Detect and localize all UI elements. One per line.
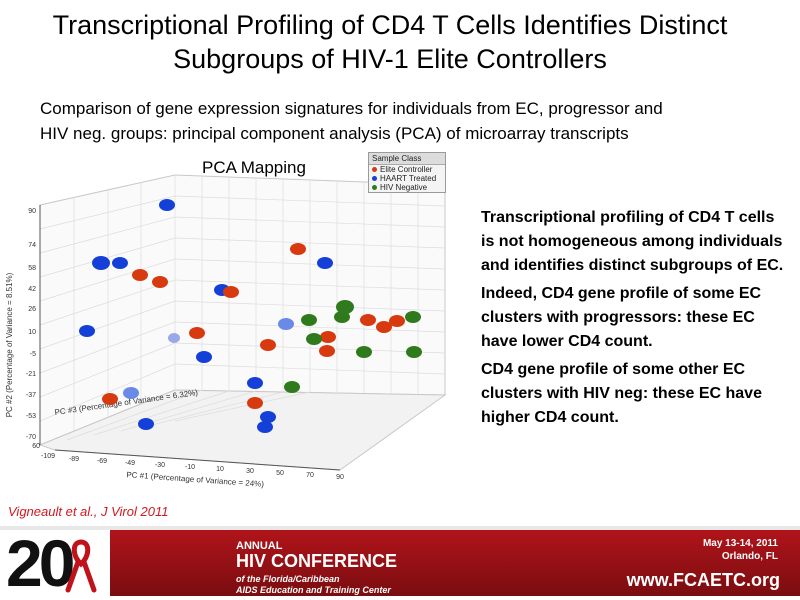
data-points	[79, 199, 422, 433]
point-elite	[247, 397, 263, 409]
point-haart	[159, 199, 175, 211]
subtitle-line-1: Comparison of gene expression signatures…	[40, 99, 663, 118]
banner-superscript: th	[98, 534, 109, 546]
point-elite	[320, 331, 336, 343]
plot-floor	[38, 389, 447, 471]
z-tick: 60	[32, 443, 40, 450]
point-elite	[102, 393, 118, 405]
legend-label: HIV Negative	[380, 183, 428, 192]
red-ribbon-icon	[65, 539, 97, 593]
conference-banner: ANNUAL HIV CONFERENCE of the Florida/Car…	[0, 526, 800, 600]
point-haart	[138, 418, 154, 430]
point-haart	[92, 256, 110, 270]
x-tick: -69	[97, 458, 107, 465]
x-tick: 30	[246, 468, 254, 475]
x-tick: -10	[185, 464, 195, 471]
title-line-1: Transcriptional Profiling of CD4 T Cells…	[52, 10, 728, 40]
y-tick: -70	[26, 434, 36, 441]
banner-conference: HIV CONFERENCE	[236, 551, 398, 571]
x-tick: 70	[306, 472, 314, 479]
banner-divider	[0, 526, 800, 530]
point-haart	[79, 325, 95, 337]
banner-org-line-2: AIDS Education and Training Center	[236, 585, 391, 595]
finding-1: Transcriptional profiling of CD4 T cells…	[481, 209, 784, 274]
subtitle-line-2: HIV neg. groups: principal component ana…	[40, 124, 629, 143]
banner-org-line-1: of the Florida/Caribbean	[236, 574, 340, 584]
point-elite	[389, 315, 405, 327]
legend-item: Elite Controller	[369, 165, 445, 174]
pca-plot: 90 74 58 42 26 10 -5 -21 -37 -53 -70 -10…	[5, 174, 447, 489]
point-neg	[336, 300, 354, 314]
point-haart	[260, 411, 276, 423]
point-neg	[301, 314, 317, 326]
legend-dot-icon	[372, 176, 377, 181]
point-neg	[334, 311, 350, 323]
point-elite	[360, 314, 376, 326]
finding-3: CD4 gene profile of some other EC cluste…	[481, 361, 762, 426]
x-tick: -30	[155, 462, 165, 469]
point-elite	[376, 321, 392, 333]
x-tick: 10	[216, 466, 224, 473]
y-tick: 10	[28, 329, 36, 336]
citation: Vigneault et al., J Virol 2011	[8, 504, 169, 519]
x-tick: 50	[276, 470, 284, 477]
point-haart	[112, 257, 128, 269]
y-tick: 58	[28, 265, 36, 272]
point-neg	[356, 346, 372, 358]
x-tick: -89	[69, 456, 79, 463]
plot-legend: Sample Class Elite Controller HAART Trea…	[368, 152, 446, 193]
point-haart	[257, 421, 273, 433]
banner-20-logo: 20	[6, 526, 75, 600]
title-line-2: Subgroups of HIV-1 Elite Controllers	[173, 44, 607, 74]
y-axis-label: PC #2 (Percentage of Variance = 8.51%)	[5, 272, 14, 417]
legend-item: HAART Treated	[369, 174, 445, 183]
y-tick: 42	[28, 286, 36, 293]
legend-label: Elite Controller	[380, 165, 433, 174]
banner-annual: ANNUAL	[236, 540, 283, 552]
x-tick: 90	[336, 474, 344, 481]
point-haart	[168, 333, 180, 343]
point-haart	[123, 387, 139, 399]
point-neg	[306, 333, 322, 345]
point-neg	[406, 346, 422, 358]
point-elite	[290, 243, 306, 255]
x-axis-label: PC #1 (Percentage of Variance = 24%)	[126, 470, 265, 489]
point-elite	[189, 327, 205, 339]
slide-title: Transcriptional Profiling of CD4 T Cells…	[0, 8, 780, 76]
banner-red-band: ANNUAL HIV CONFERENCE of the Florida/Car…	[110, 530, 800, 596]
banner-website: www.FCAETC.org	[626, 570, 780, 590]
y-tick: -53	[26, 413, 36, 420]
x-tick: -109	[41, 453, 55, 460]
legend-label: HAART Treated	[380, 174, 437, 183]
y-tick: -21	[26, 371, 36, 378]
y-tick: 90	[28, 208, 36, 215]
banner-dates: May 13-14, 2011	[702, 538, 778, 549]
point-elite	[223, 286, 239, 298]
point-elite	[152, 276, 168, 288]
pca-mapping-label: PCA Mapping	[202, 158, 306, 177]
point-elite	[260, 339, 276, 351]
point-elite	[132, 269, 148, 281]
point-haart	[278, 318, 294, 330]
findings-text: Transcriptional profiling of CD4 T cells…	[481, 206, 791, 434]
slide-subtitle: Comparison of gene expression signatures…	[40, 96, 780, 146]
x-tick: -49	[125, 460, 135, 467]
legend-item: HIV Negative	[369, 183, 445, 192]
finding-2: Indeed, CD4 gene profile of some EC clus…	[481, 285, 762, 350]
point-neg	[284, 381, 300, 393]
point-haart	[196, 351, 212, 363]
legend-dot-icon	[372, 185, 377, 190]
banner-location: Orlando, FL	[721, 551, 778, 562]
point-elite	[319, 345, 335, 357]
y-tick: -5	[30, 351, 36, 358]
point-haart	[247, 377, 263, 389]
y-tick: 26	[28, 306, 36, 313]
point-neg	[405, 311, 421, 323]
y-tick: -37	[26, 392, 36, 399]
legend-header: Sample Class	[369, 153, 445, 165]
point-haart	[317, 257, 333, 269]
legend-dot-icon	[372, 167, 377, 172]
y-tick: 74	[28, 242, 36, 249]
